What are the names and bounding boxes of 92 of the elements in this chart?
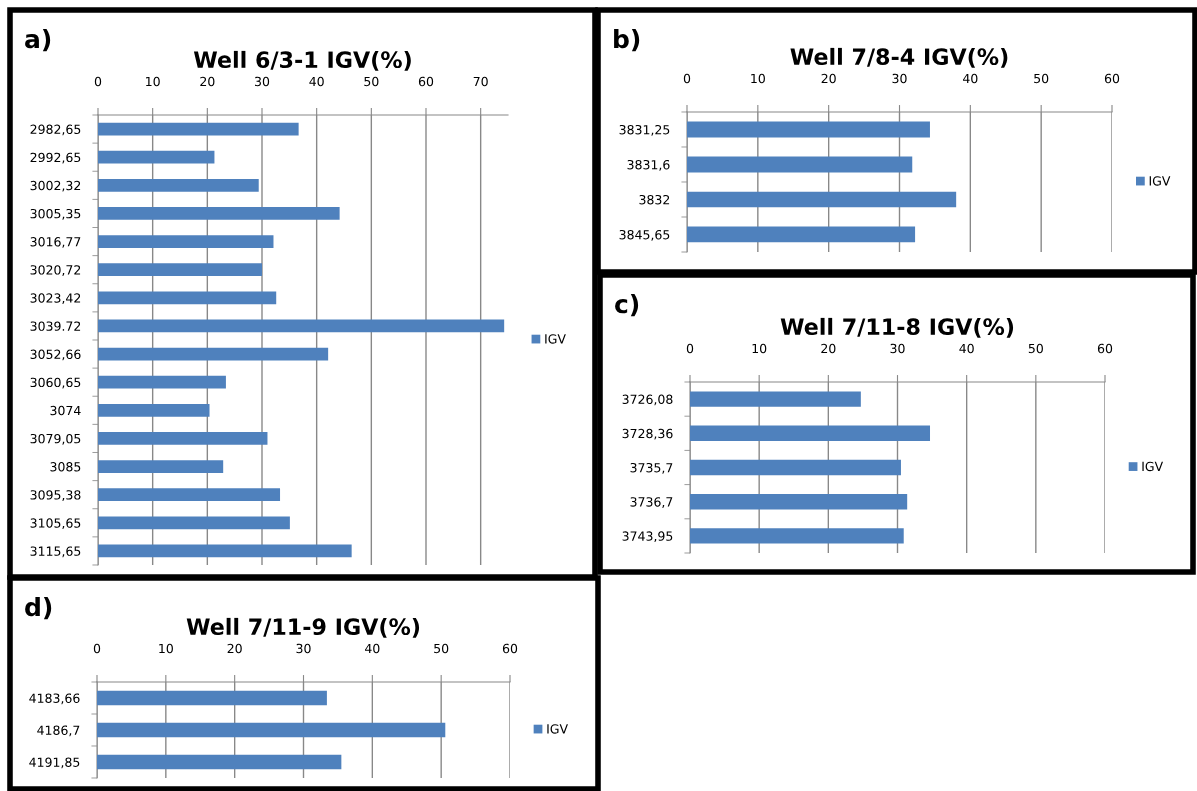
y-tick-label: 2992,65 — [30, 152, 81, 164]
x-tick-label: 0 — [686, 343, 694, 354]
y-tick-label: 3085 — [50, 462, 81, 472]
x-tick-label: 40 — [309, 76, 324, 87]
y-tick-label: 3002,32 — [30, 180, 81, 192]
y-tick-label: 3039.72 — [30, 321, 81, 331]
text: c) — [615, 294, 639, 317]
bar — [98, 403, 210, 417]
x-tick-label: 30 — [890, 343, 905, 354]
y-tick-label: 2982,65 — [30, 124, 81, 136]
x-tick-label: 40 — [959, 343, 974, 354]
x-tick-label: 30 — [296, 643, 311, 654]
x-tick-label: 10 — [752, 343, 767, 354]
bar — [687, 191, 957, 208]
chart-title: Well 7/8-4 IGV(%) — [790, 47, 1008, 68]
bar — [97, 690, 327, 706]
x-tick-label: 20 — [821, 73, 836, 84]
bar — [98, 235, 274, 248]
chart-title: Well 7/11-8 IGV(%) — [780, 317, 1014, 338]
x-tick-label: 20 — [200, 76, 215, 87]
y-tick-label: 3052,66 — [30, 349, 81, 361]
y-tick-label: 3016,77 — [30, 237, 81, 248]
x-tick-label: 60 — [502, 643, 518, 654]
legend-label: IGV — [1149, 176, 1171, 186]
text: d) — [25, 597, 52, 620]
x-tick-label: 30 — [255, 76, 270, 87]
chart-title: Well 6/3-1 IGV(%) — [193, 50, 411, 71]
bar — [98, 178, 259, 192]
y-tick-label: 3831,6 — [627, 159, 670, 171]
x-tick-label: 50 — [1034, 73, 1049, 84]
x-tick-label: 50 — [364, 76, 379, 87]
x-tick-label: 40 — [962, 73, 978, 84]
bar — [98, 150, 215, 164]
y-tick-label: 3728,36 — [622, 428, 673, 440]
y-tick-label: 3105,65 — [30, 518, 81, 530]
y-tick-label: 3845,65 — [619, 229, 670, 241]
x-tick-label: 10 — [751, 73, 765, 84]
x-tick-label: 50 — [1028, 343, 1043, 354]
bar — [98, 122, 299, 136]
bar — [97, 754, 342, 770]
x-tick-label: 10 — [159, 643, 173, 654]
x-tick-label: 0 — [93, 643, 101, 654]
x-tick-label: 70 — [473, 76, 488, 87]
y-tick-label: 3095,38 — [30, 490, 81, 501]
bar — [98, 516, 290, 530]
x-tick-label: 0 — [94, 76, 102, 87]
x-tick-label: 10 — [146, 76, 160, 87]
x-tick-label: 60 — [1104, 73, 1120, 84]
y-tick-label: 3023,42 — [30, 293, 81, 305]
x-tick-label: 50 — [434, 643, 449, 654]
bar — [687, 121, 930, 138]
bar — [98, 375, 226, 389]
bar — [97, 722, 446, 738]
text: a) — [25, 29, 51, 52]
y-tick-label: 3020,72 — [30, 265, 81, 276]
bar — [98, 347, 329, 361]
y-tick-label: 4191,85 — [29, 757, 80, 769]
bar — [98, 432, 268, 445]
bar — [687, 156, 913, 173]
y-tick-label: 3074 — [50, 405, 81, 416]
bar — [98, 488, 281, 502]
text: b) — [614, 29, 640, 52]
y-tick-label: 3060,65 — [30, 377, 81, 389]
x-tick-label: 20 — [227, 643, 242, 654]
chart-title: Well 7/11-9 IGV(%) — [186, 617, 420, 638]
x-tick-label: 40 — [364, 643, 380, 654]
y-tick-label: 3726,08 — [622, 394, 673, 406]
x-tick-label: 20 — [821, 343, 836, 354]
x-tick-label: 30 — [892, 73, 907, 84]
bar — [98, 319, 505, 333]
bar — [687, 226, 916, 243]
y-tick-label: 3735,7 — [630, 462, 673, 474]
legend-label: IGV — [547, 724, 568, 734]
y-tick-label: 3831,25 — [619, 124, 670, 136]
legend-label: IGV — [545, 334, 566, 344]
y-tick-label: 3115,65 — [30, 546, 81, 558]
y-tick-label: 3005,35 — [30, 208, 81, 220]
y-tick-label: 3079,05 — [30, 433, 81, 445]
bar — [98, 263, 262, 277]
x-tick-label: 60 — [418, 76, 434, 87]
legend-label: IGV — [1142, 461, 1164, 472]
bar — [98, 207, 340, 220]
y-tick-label: 3743,95 — [622, 531, 673, 543]
y-tick-label: 3736,7 — [630, 497, 673, 508]
y-tick-label: 3832 — [639, 194, 670, 205]
bar — [98, 460, 224, 473]
bar — [98, 291, 277, 305]
x-tick-label: 60 — [1097, 343, 1113, 354]
bar — [98, 544, 352, 558]
x-tick-label: 0 — [683, 73, 691, 84]
y-tick-label: 4186,7 — [37, 725, 80, 737]
y-tick-label: 4183,66 — [29, 693, 80, 705]
